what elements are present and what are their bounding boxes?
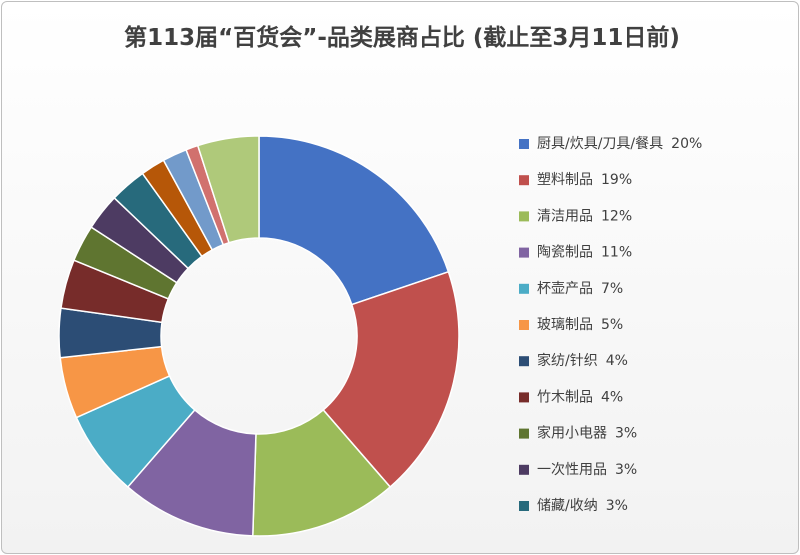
legend-label: 厨具/炊具/刀具/餐具 20%: [537, 136, 702, 152]
legend-label: 玻璃制品 5%: [537, 316, 623, 333]
legend-value: 19%: [601, 172, 632, 188]
legend-label: 杯壶产品 7%: [537, 281, 623, 297]
legend-label: 家纺/针织 4%: [537, 352, 628, 369]
legend-label: 塑料制品 19%: [537, 172, 632, 188]
legend-swatch: [519, 139, 529, 149]
chart-title: 第113届“百货会”-品类展商占比 (截止至3月11日前): [124, 25, 680, 51]
legend-label: 储藏/收纳 3%: [537, 498, 628, 514]
legend-category: 家纺/针织: [537, 352, 598, 369]
legend-swatch: [519, 428, 529, 439]
legend-category: 陶瓷制品: [537, 245, 593, 261]
legend-label: 清洁用品 12%: [537, 208, 632, 224]
legend-value: 7%: [601, 281, 623, 297]
legend-label: 陶瓷制品 11%: [537, 245, 632, 261]
legend-value: 12%: [601, 208, 632, 224]
legend-swatch: [519, 175, 529, 186]
legend-swatch: [519, 356, 529, 367]
donut-slice: [322, 270, 460, 489]
legend-category: 厨具/炊具/刀具/餐具: [537, 136, 663, 152]
legend-category: 竹木制品: [537, 389, 593, 405]
legend-value: 5%: [601, 317, 623, 333]
legend-swatch: [519, 211, 529, 222]
donut-slice: [196, 135, 260, 244]
legend-label: 竹木制品 4%: [537, 389, 623, 405]
legend-value: 4%: [606, 353, 628, 369]
legend-category: 玻璃制品: [537, 316, 593, 333]
legend-swatch: [519, 320, 529, 330]
donut-slice: [258, 135, 450, 306]
legend-value: 3%: [615, 426, 637, 442]
legend-value: 20%: [671, 136, 702, 152]
legend-swatch: [519, 392, 529, 403]
legend-label: 一次性用品 3%: [537, 462, 637, 478]
legend-category: 储藏/收纳: [537, 498, 598, 514]
legend-swatch: [519, 247, 529, 258]
legend-category: 家用小电器: [537, 425, 607, 442]
legend-value: 3%: [615, 462, 637, 478]
legend-category: 杯壶产品: [537, 281, 593, 297]
legend-category: 一次性用品: [537, 462, 607, 478]
legend-swatch: [519, 283, 529, 294]
legend-value: 11%: [601, 245, 632, 261]
legend-value: 4%: [601, 389, 623, 405]
legend-swatch: [519, 464, 529, 475]
legend-value: 3%: [606, 498, 628, 514]
legend-label: 家用小电器 3%: [537, 425, 637, 442]
legend-swatch: [519, 501, 529, 511]
legend-category: 塑料制品: [537, 172, 593, 188]
legend-category: 清洁用品: [537, 208, 593, 224]
